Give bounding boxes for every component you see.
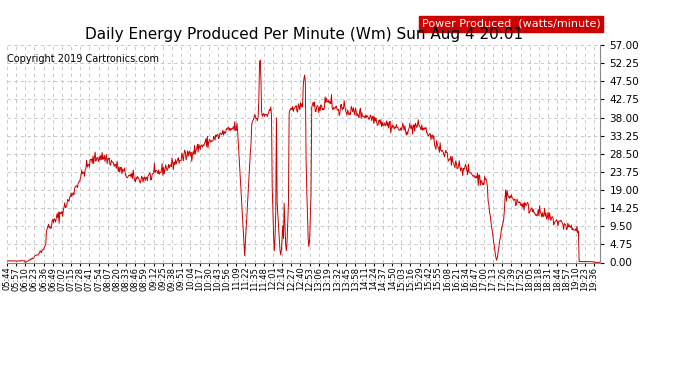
Title: Daily Energy Produced Per Minute (Wm) Sun Aug 4 20:01: Daily Energy Produced Per Minute (Wm) Su…: [85, 27, 522, 42]
Text: Power Produced  (watts/minute): Power Produced (watts/minute): [422, 19, 600, 29]
Text: Copyright 2019 Cartronics.com: Copyright 2019 Cartronics.com: [7, 54, 159, 64]
